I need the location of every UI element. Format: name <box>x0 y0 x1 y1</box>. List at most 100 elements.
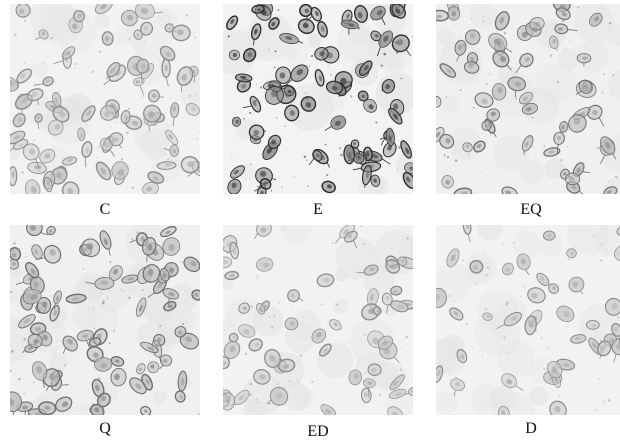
cell <box>55 396 73 412</box>
cell-process <box>129 239 137 243</box>
cell <box>363 98 377 113</box>
cell <box>61 46 76 60</box>
micrograph-panel-ed <box>223 225 413 415</box>
debris-speck <box>390 4 393 6</box>
cell-body <box>94 276 115 290</box>
debris-speck <box>21 146 24 149</box>
cell-nucleus <box>374 34 379 38</box>
cell-body <box>385 259 401 274</box>
cell <box>231 116 242 127</box>
cell-body <box>614 244 620 262</box>
background-mottle <box>308 35 322 49</box>
debris-speck <box>32 298 34 301</box>
debris-speck <box>340 153 343 157</box>
cell <box>264 348 281 369</box>
cell <box>314 47 329 61</box>
cell-body <box>136 58 150 74</box>
debris-speck <box>515 97 518 100</box>
debris-speck <box>580 74 582 76</box>
debris-speck <box>474 283 477 286</box>
cell-body <box>453 187 473 194</box>
cell-body <box>549 35 559 50</box>
debris-speck <box>97 146 100 149</box>
cell-nucleus <box>114 373 120 381</box>
debris-speck <box>608 181 610 183</box>
cell-body <box>556 305 575 323</box>
cell <box>344 230 358 249</box>
cell-body <box>264 85 284 105</box>
cell-nucleus <box>563 171 567 176</box>
cell-process <box>193 76 195 83</box>
debris-speck <box>299 119 301 121</box>
cell-nucleus <box>325 408 332 414</box>
debris-speck <box>243 118 245 120</box>
cell-nucleus <box>12 252 17 258</box>
cell-body <box>367 363 382 376</box>
cell-nucleus <box>500 409 506 415</box>
debris-speck <box>94 327 96 329</box>
cell-process <box>308 158 315 166</box>
cell-nucleus <box>453 311 459 316</box>
debris-speck <box>538 265 540 267</box>
cell <box>516 253 531 276</box>
cell <box>135 297 147 317</box>
cell-process <box>172 117 175 127</box>
cell <box>576 53 592 67</box>
debris-speck <box>397 168 398 170</box>
cell-process <box>159 364 164 369</box>
cell-body <box>389 374 405 391</box>
debris-speck <box>46 55 48 57</box>
cell-process <box>37 122 40 130</box>
cell-nucleus <box>385 83 391 90</box>
cell-process <box>146 254 148 263</box>
cell-process <box>35 158 40 168</box>
cell-nucleus <box>229 274 235 277</box>
debris-speck <box>192 32 195 34</box>
debris-speck <box>560 158 563 162</box>
cell <box>109 265 123 281</box>
debris-speck <box>569 39 572 42</box>
debris-speck <box>165 153 167 156</box>
cell-process <box>158 356 163 363</box>
cell-nucleus <box>86 243 94 250</box>
cell-process <box>326 162 330 168</box>
cell <box>501 373 524 391</box>
debris-speck <box>375 76 377 78</box>
cell <box>441 175 454 189</box>
debris-speck <box>307 185 310 187</box>
background-mottle <box>333 298 349 314</box>
cell <box>26 225 48 237</box>
cell <box>469 259 484 274</box>
cell-nucleus <box>259 374 266 380</box>
cell <box>285 64 309 86</box>
cell-nucleus <box>465 144 470 149</box>
debris-speck <box>127 107 131 111</box>
cell-process <box>364 184 366 188</box>
cell-nucleus <box>29 225 36 231</box>
cell <box>439 133 455 149</box>
cell-nucleus <box>260 227 267 233</box>
cell-nucleus <box>135 80 140 84</box>
cell-nucleus <box>525 107 532 112</box>
debris-speck <box>129 165 131 167</box>
cell <box>462 142 473 153</box>
debris-speck <box>391 248 393 250</box>
cell-process <box>118 144 123 149</box>
cell-nucleus <box>152 93 157 98</box>
cell-body <box>164 23 175 33</box>
debris-speck <box>247 332 249 335</box>
debris-speck <box>494 323 496 325</box>
debris-speck <box>35 282 38 285</box>
cell-nucleus <box>143 26 148 31</box>
micrograph-c <box>10 4 200 194</box>
debris-speck <box>305 92 307 94</box>
cell <box>507 76 527 98</box>
cell-nucleus <box>271 22 276 27</box>
cell-nucleus <box>164 163 172 167</box>
cell-nucleus <box>289 110 296 116</box>
cell-body <box>353 153 365 164</box>
debris-speck <box>509 302 511 304</box>
debris-speck <box>96 157 98 159</box>
cell-nucleus <box>190 261 197 267</box>
cell-nucleus <box>259 170 267 177</box>
